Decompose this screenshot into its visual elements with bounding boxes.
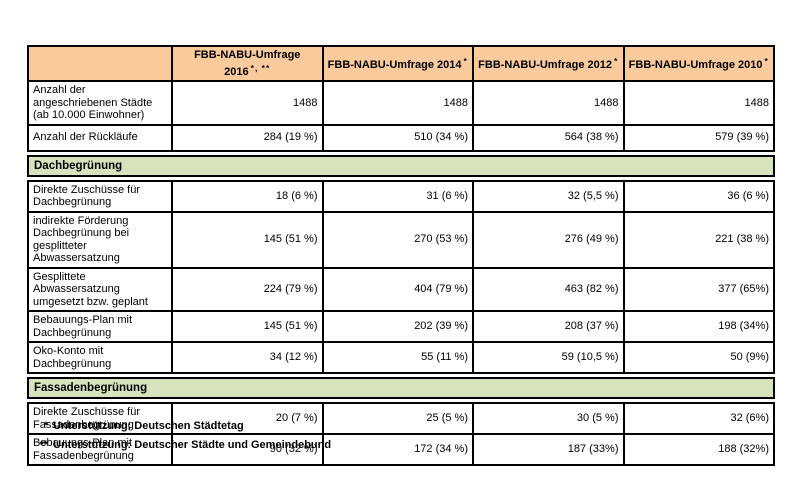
table-row-direkte-zuschuesse-dach: Direkte Zuschüsse für Dachbegrünung 18 (…: [29, 181, 774, 211]
section-rows-fassadenbegruenung: Direkte Zuschüsse für Fassadenbegrünung …: [27, 402, 775, 466]
row-label-cell: Anzahl der angeschriebenen Städte (ab 10…: [33, 84, 153, 121]
value-cell: 50 (9%): [622, 343, 774, 372]
survey-results-table: FBB-NABU-Umfrage 2016 *, ** FBB-NABU-Umfr…: [27, 45, 775, 466]
row-label-cell: Oko-Konto mit Dachbegrünung: [33, 345, 112, 370]
row-label-cell: Anzahl der Rückläufe: [33, 131, 138, 144]
column-header-footnote-marker: *: [463, 56, 468, 67]
value-cell: 579 (39 %): [622, 125, 774, 150]
value-cell: 1488: [472, 82, 623, 124]
value-cell: 224 (79 %): [171, 268, 322, 310]
row-label-cell: Direkte Zuschüsse für Dachbegrünung: [33, 183, 140, 209]
value-cell: 284 (19 %): [171, 125, 322, 150]
row-label-cell: Gesplittete Abwassersatzung umgesetzt bz…: [33, 270, 148, 308]
value-cell: 463 (82 %): [472, 268, 623, 310]
section-title: Fassadenbegrünung: [34, 382, 148, 394]
value-cell: 55 (11 %): [321, 343, 473, 372]
footnotes: * Unterstützung: Deutschen Städtetag ** …: [30, 420, 331, 458]
value-cell: 1488: [321, 82, 473, 124]
value-cell: 20 (7 %): [171, 404, 322, 433]
section-rows-dachbegruenung: Direkte Zuschüsse für Dachbegrünung 18 (…: [27, 179, 775, 374]
section-title: Dachbegrünung: [34, 159, 123, 172]
footnote-marker: **: [39, 439, 48, 451]
value-cell: 377 (65%): [622, 268, 774, 310]
value-cell: 172 (34 %): [321, 435, 473, 464]
column-header-2012: FBB-NABU-Umfrage 2012 *: [472, 47, 623, 80]
footnote-double-asterisk: ** Unterstützung: Deutscher Städte und G…: [30, 439, 331, 451]
footnote-text: Unterstützung: Deutschen Städtetag: [53, 420, 244, 432]
column-header-label: FBB-NABU-Umfrage 2014: [327, 59, 462, 72]
value-cell: 270 (53 %): [321, 212, 473, 267]
value-cell: 187 (33%): [472, 435, 623, 464]
section-header-fassadenbegruenung: Fassadenbegrünung: [27, 377, 775, 399]
value-cell: 564 (38 %): [472, 125, 623, 150]
column-header-label: FBB-NABU-Umfrage 2010: [628, 59, 763, 72]
value-cell: 276 (49 %): [472, 212, 623, 267]
value-cell: 32 (5,5 %): [472, 181, 623, 211]
value-cell: 1488: [622, 82, 774, 124]
value-cell: 59 (10,5 %): [472, 343, 623, 372]
footnote-marker: *: [43, 420, 48, 432]
row-label-cell: Direkte Zuschüsse für Fassadenbegrünung: [33, 406, 140, 431]
value-cell: 30 (5 %): [472, 404, 623, 433]
column-header-2014: FBB-NABU-Umfrage 2014 *: [321, 47, 472, 80]
value-cell: 198 (34%): [622, 312, 774, 341]
table-row-bebauungsplan-fassade: Bebauungs-Plan mit Fassadenbegrünung 90 …: [29, 433, 773, 464]
value-cell: 145 (51 %): [171, 312, 322, 341]
value-cell: 145 (51 %): [171, 212, 322, 267]
value-cell: 34 (12 %): [171, 343, 322, 372]
header-corner-cell: [29, 47, 171, 80]
value-cell: 510 (34 %): [321, 125, 473, 150]
table-row-bebauungsplan-dach: Bebauungs-Plan mit Dachbegrünung 145 (51…: [29, 310, 773, 341]
value-cell: 18 (6 %): [171, 181, 322, 211]
column-header-2016: FBB-NABU-Umfrage 2016 *, **: [171, 47, 322, 80]
column-header-footnote-marker: *: [764, 56, 769, 67]
column-header-label: FBB-NABU-Umfrage 2016: [194, 49, 301, 78]
table-row-gesplittete-abwassersatzung: Gesplittete Abwassersatzung umgesetzt bz…: [29, 266, 774, 310]
footnote-text: Unterstützung: Deutscher Städte und Geme…: [53, 439, 332, 451]
row-label-cell: indirekte Förderung Dachbegrünung bei ge…: [33, 214, 130, 265]
table-row-anzahl-staedte: Anzahl der angeschriebenen Städte (ab 10…: [29, 80, 773, 124]
value-cell: 404 (79 %): [321, 268, 473, 310]
value-cell: 31 (6 %): [321, 181, 473, 211]
value-cell: 90 (32 %): [171, 435, 322, 464]
value-cell: 202 (39 %): [321, 312, 473, 341]
column-header-label: FBB-NABU-Umfrage 2012: [478, 59, 613, 72]
value-cell: 32 (6%): [622, 404, 774, 433]
value-cell: 25 (5 %): [321, 404, 473, 433]
row-label-cell: Bebauungs-Plan mit Fassadenbegrünung: [33, 437, 134, 462]
footnote-single-asterisk: * Unterstützung: Deutschen Städtetag: [30, 420, 331, 432]
column-header-footnote-marker: *: [614, 56, 619, 67]
column-header-footnote-marker: *, **: [250, 62, 271, 73]
column-header-2010: FBB-NABU-Umfrage 2010 *: [622, 47, 773, 80]
summary-block: FBB-NABU-Umfrage 2016 *, ** FBB-NABU-Umfr…: [27, 45, 775, 152]
table-row-anzahl-ruecklaeufe: Anzahl der Rückläufe 284 (19 %) 510 (34 …: [29, 123, 774, 150]
table-row-oeko-konto: Oko-Konto mit Dachbegrünung 34 (12 %) 55…: [29, 341, 773, 372]
value-cell: 36 (6 %): [622, 181, 774, 211]
value-cell: 188 (32%): [622, 435, 774, 464]
section-header-dachbegruenung: Dachbegrünung: [27, 154, 775, 177]
value-cell: 221 (38 %): [622, 212, 774, 267]
table-row-indirekte-foerderung: indirekte Förderung Dachbegrünung bei ge…: [29, 210, 774, 267]
value-cell: 1488: [171, 82, 322, 124]
table-row-direkte-zuschuesse-fassade: Direkte Zuschüsse für Fassadenbegrünung …: [29, 404, 773, 433]
value-cell: 208 (37 %): [472, 312, 623, 341]
row-label-cell: Bebauungs-Plan mit Dachbegrünung: [33, 314, 133, 339]
table-header-row: FBB-NABU-Umfrage 2016 *, ** FBB-NABU-Umfr…: [29, 47, 773, 80]
